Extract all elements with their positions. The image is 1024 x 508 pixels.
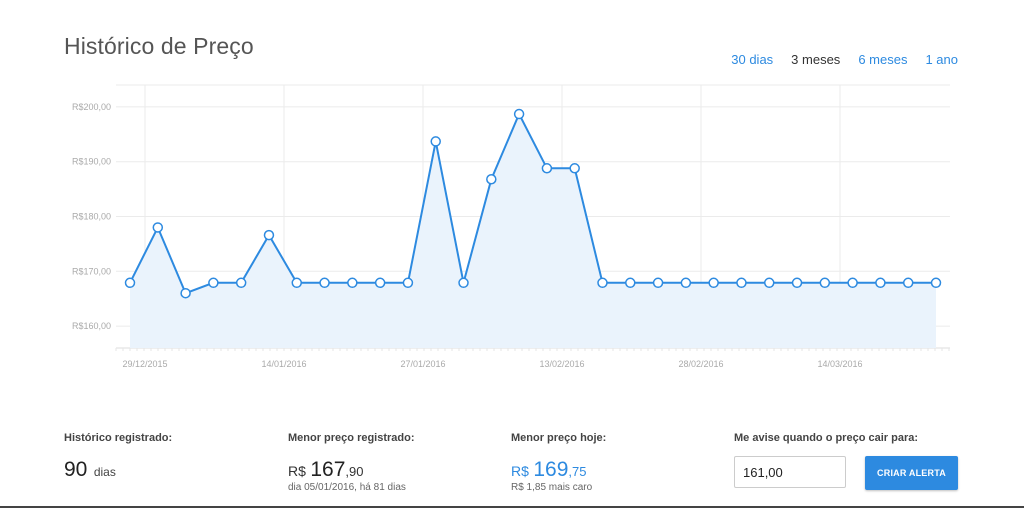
lowest-price-date: dia 05/01/2016, há 81 dias (288, 482, 406, 493)
price-point (569, 163, 580, 174)
y-tick-label: R$170,00 (72, 266, 111, 276)
range-1-ano[interactable]: 1 ano (925, 52, 958, 67)
price-point (291, 277, 303, 289)
history-unit: dias (93, 465, 116, 479)
price-point (791, 277, 803, 289)
price-point (652, 277, 664, 289)
y-tick-label: R$160,00 (72, 321, 111, 331)
y-tick-label: R$200,00 (72, 102, 111, 112)
lowest-price-value: R$ 167,90 (288, 458, 415, 482)
create-alert-button[interactable]: CRIAR ALERTA (865, 456, 958, 490)
today-price-dec: ,75 (568, 464, 587, 479)
price-point (263, 229, 275, 241)
price-point (736, 277, 747, 289)
lowest-price-label: Menor preço registrado: (288, 432, 415, 444)
history-value: 90 (64, 458, 88, 481)
x-tick-label: 27/01/2016 (400, 359, 445, 369)
price-point (541, 163, 553, 174)
price-point (180, 287, 191, 299)
bottom-border (0, 506, 1024, 508)
price-point (902, 277, 914, 289)
price-history-chart: R$200,00 R$190,00 R$180,00 R$170,00 R$160,00… (72, 84, 950, 369)
x-tick-label: 14/01/2016 (261, 359, 306, 369)
price-point (625, 277, 636, 289)
price-point (347, 277, 358, 289)
price-point (597, 277, 608, 289)
range-selector: 30 dias 3 meses 6 meses 1 ano (731, 52, 958, 67)
price-point (235, 277, 247, 289)
y-tick-label: R$180,00 (72, 212, 111, 222)
price-point (319, 277, 330, 289)
alert-price-input[interactable] (734, 456, 846, 488)
price-point (374, 277, 386, 289)
alert-label: Me avise quando o preço cair para: (734, 432, 919, 444)
price-point (680, 277, 692, 289)
page-title: Histórico de Preço (64, 33, 254, 59)
today-price-diff: R$ 1,85 mais caro (511, 482, 593, 493)
range-30-dias[interactable]: 30 dias (731, 52, 774, 67)
range-3-meses[interactable]: 3 meses (791, 52, 841, 67)
price-point (875, 277, 886, 289)
lowest-price-int: 167 (310, 458, 346, 481)
price-point (208, 277, 219, 289)
price-point (819, 277, 831, 289)
today-price-stat: Menor preço hoje: R$ 169,75 R$ 1,85 mais… (511, 432, 606, 493)
alert-stat: Me avise quando o preço cair para: (734, 432, 918, 444)
x-tick-label: 29/12/2015 (122, 359, 167, 369)
price-point (430, 136, 441, 147)
price-point (402, 277, 414, 289)
price-area (130, 114, 936, 348)
price-point (152, 222, 164, 233)
price-point (930, 277, 942, 289)
x-tick-label: 13/02/2016 (539, 359, 584, 369)
price-point (513, 108, 525, 120)
lowest-price-stat: Menor preço registrado: R$ 167,90 dia 05… (288, 432, 415, 493)
history-label: Histórico registrado: (64, 432, 173, 444)
today-price-value: R$ 169,75 (511, 458, 606, 482)
today-price-currency: R$ (511, 463, 529, 479)
price-point (486, 173, 497, 185)
price-point (124, 277, 136, 289)
x-tick-label: 14/03/2016 (817, 359, 862, 369)
today-price-int: 169 (533, 458, 569, 481)
lowest-price-dec: ,90 (345, 464, 364, 479)
lowest-price-currency: R$ (288, 463, 306, 479)
x-tick-label: 28/02/2016 (678, 359, 723, 369)
price-point (847, 277, 858, 289)
history-stat: Histórico registrado: 90 dias (64, 432, 172, 482)
price-point (708, 277, 719, 289)
price-point (458, 277, 469, 289)
range-6-meses[interactable]: 6 meses (858, 52, 908, 67)
price-point (763, 277, 775, 289)
today-price-label: Menor preço hoje: (511, 432, 607, 444)
y-tick-label: R$190,00 (72, 157, 111, 167)
history-value-row: 90 dias (64, 458, 172, 482)
